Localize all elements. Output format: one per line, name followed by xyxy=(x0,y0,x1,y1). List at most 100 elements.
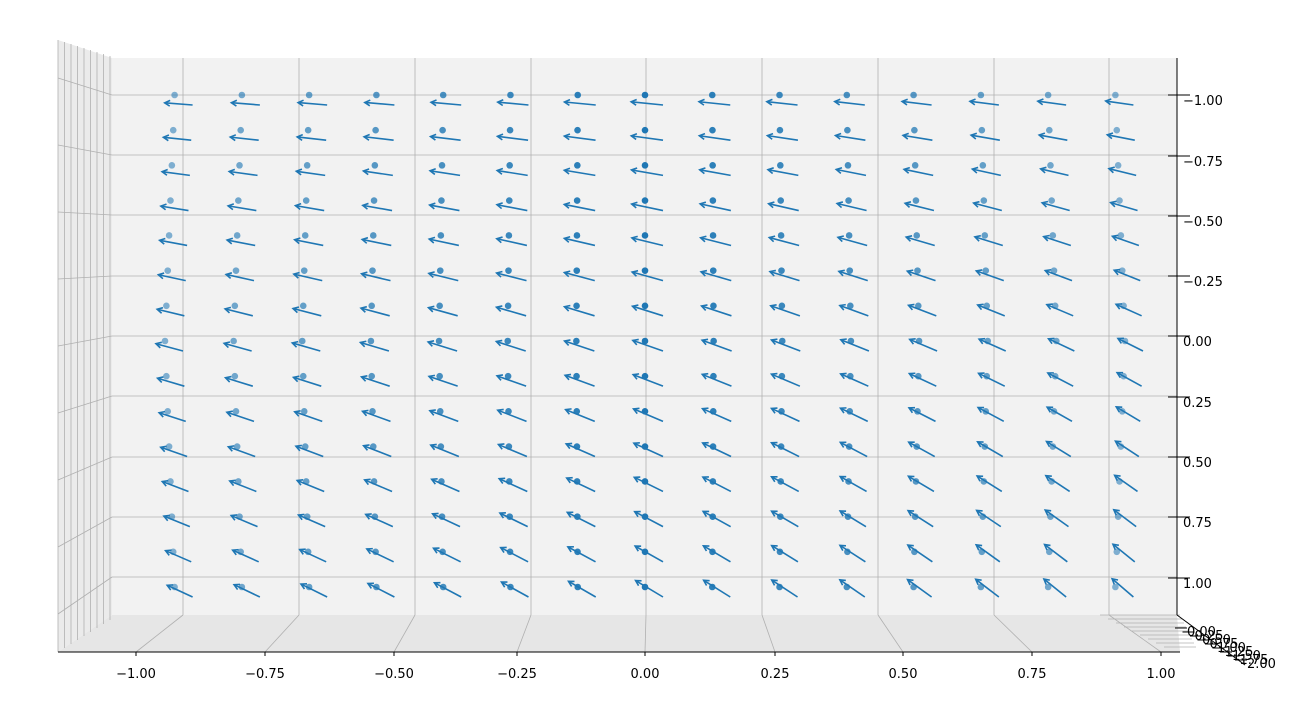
quiver-arrow-head xyxy=(837,269,845,277)
quiver-arrow-head xyxy=(976,406,985,414)
quiver-arrow xyxy=(1115,440,1140,458)
quiver-point xyxy=(367,337,375,345)
quiver-arrow-head xyxy=(299,583,308,590)
quiver-point xyxy=(573,372,580,380)
y-tick-label: 0.50 xyxy=(1183,456,1212,471)
quiver-point xyxy=(641,267,649,274)
quiver-arrow-head xyxy=(564,442,573,450)
quiver-arrow-head xyxy=(495,133,504,141)
quiver-arrow-head xyxy=(155,376,164,384)
quiver-arrow-head xyxy=(906,303,915,311)
quiver-point xyxy=(1117,443,1125,450)
quiver-arrow-head xyxy=(907,441,915,448)
quiver-arrow xyxy=(1113,269,1141,282)
quiver-point xyxy=(641,232,649,239)
quiver-arrow xyxy=(908,441,936,458)
quiver-arrow xyxy=(159,239,188,247)
y-tick-label: −1.00 xyxy=(1183,94,1223,109)
quiver-arrow-head xyxy=(835,201,844,209)
quiver-arrow xyxy=(228,205,257,212)
quiver-arrow-head xyxy=(365,547,373,555)
quiver-arrow-head xyxy=(296,513,305,521)
quiver-arrow-head xyxy=(1047,337,1055,345)
quiver-arrow xyxy=(296,479,325,493)
quiver-arrow-head xyxy=(838,544,847,552)
quiver-arrow-head xyxy=(769,407,778,414)
quiver-arrow-head xyxy=(975,475,984,482)
quiver-point xyxy=(709,267,717,274)
quiver-point xyxy=(573,337,580,345)
quiver-arrow-head xyxy=(499,581,508,588)
quiver-arrow xyxy=(635,579,664,598)
quiver-point xyxy=(777,162,784,169)
quiver-point xyxy=(168,162,176,169)
quiver-point xyxy=(641,126,649,134)
quiver-arrow-head xyxy=(1114,406,1123,413)
quiver-arrow-head xyxy=(1105,132,1114,140)
quiver-arrow xyxy=(908,304,937,317)
quiver-arrow xyxy=(837,236,868,247)
quiver-arrow-head xyxy=(770,441,778,449)
quiver-arrow-head xyxy=(295,479,304,486)
quiver-arrow-head xyxy=(1042,234,1050,242)
quiver-arrow xyxy=(427,341,458,352)
quiver-arrow-head xyxy=(969,132,978,140)
quiver-point xyxy=(709,197,717,204)
quiver-arrow-head xyxy=(697,132,706,140)
quiver-arrow xyxy=(977,406,1005,423)
quiver-arrow xyxy=(431,478,460,493)
quiver-arrow-head xyxy=(770,544,778,552)
quiver-arrow xyxy=(702,407,732,423)
quiver-arrow-head xyxy=(562,201,571,209)
quiver-arrow xyxy=(699,134,731,141)
quiver-arrow-head xyxy=(765,98,773,106)
quiver-arrow xyxy=(633,408,664,423)
quiver-arrow xyxy=(767,168,799,177)
quiver-point xyxy=(373,91,380,99)
quiver-arrow xyxy=(907,578,933,598)
quiver-arrow xyxy=(163,515,191,528)
quiver-arrow-head xyxy=(701,476,709,483)
quiver-point xyxy=(847,302,854,310)
quiver-point xyxy=(778,302,786,310)
quiver-arrow-head xyxy=(698,167,706,175)
quiver-arrow-head xyxy=(157,237,166,245)
quiver-arrow xyxy=(702,545,731,563)
quiver-arrow-head xyxy=(629,132,638,141)
y-tick-label: −0.50 xyxy=(1183,215,1223,230)
x-floor-grid-line xyxy=(135,614,184,653)
quiver-arrow xyxy=(566,477,596,493)
quiver-point xyxy=(977,91,985,99)
quiver-arrow-head xyxy=(229,514,238,521)
quiver-arrow-head xyxy=(974,269,983,276)
quiver-point xyxy=(504,302,512,310)
quiver-arrow xyxy=(902,100,932,106)
quiver-arrow xyxy=(428,306,458,317)
y-tick-label: −0.25 xyxy=(1183,275,1223,290)
quiver-arrow xyxy=(903,168,934,177)
quiver-arrow xyxy=(631,169,664,177)
quiver-arrow-head xyxy=(970,166,979,174)
quiver-point xyxy=(233,232,241,239)
quiver-arrow-head xyxy=(1107,166,1115,174)
quiver-point xyxy=(436,408,444,415)
quiver-arrow-head xyxy=(833,132,842,140)
quiver-point xyxy=(505,267,512,274)
quiver-arrow-head xyxy=(770,475,778,483)
quiver-arrow xyxy=(232,549,260,563)
quiver-arrow xyxy=(1115,406,1141,423)
quiver-arrow xyxy=(978,338,1007,352)
quiver-point xyxy=(777,197,785,204)
quiver-arrow xyxy=(699,203,732,212)
quiver-arrow-head xyxy=(1112,508,1120,516)
quiver-point xyxy=(238,91,246,99)
quiver-arrow xyxy=(702,476,732,493)
quiver-arrow xyxy=(362,238,392,247)
quiver-point xyxy=(1048,197,1055,204)
quiver-arrow-head xyxy=(359,375,368,382)
quiver-point xyxy=(911,126,918,134)
quiver-point xyxy=(438,162,446,169)
quiver-point xyxy=(573,232,581,239)
x-floor-grid-line xyxy=(993,614,1033,653)
quiver-arrow-head xyxy=(906,509,915,517)
